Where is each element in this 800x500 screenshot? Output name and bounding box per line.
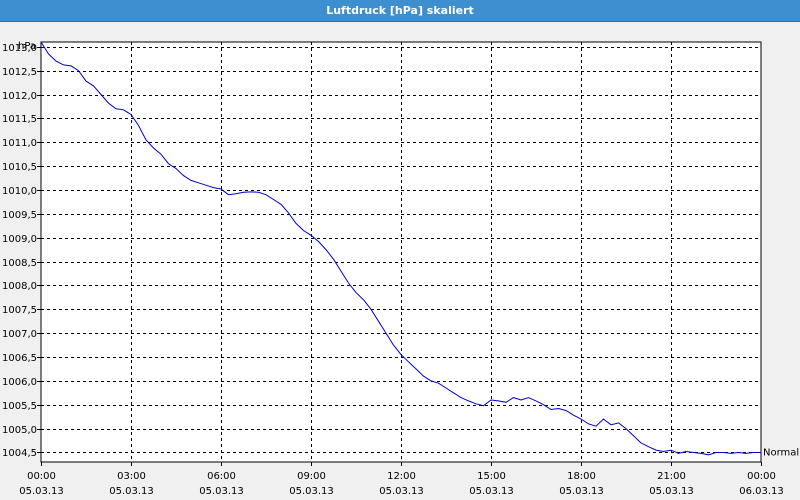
x-tick-time: 03:00 xyxy=(117,471,146,482)
x-tick-time: 18:00 xyxy=(567,471,596,482)
grid-lines xyxy=(37,42,762,466)
y-axis-labels: 1004,5 1005,0 1005,5 1006,0 1006,5 1007,0 1007… xyxy=(2,43,37,459)
y-tick-label: 1005,0 xyxy=(2,425,37,436)
y-tick-label: 1009,0 xyxy=(2,234,37,245)
x-tick-time: 21:00 xyxy=(657,471,686,482)
x-tick-date: 05.03.13 xyxy=(379,486,424,497)
x-tick-time: 15:00 xyxy=(477,471,506,482)
x-tick-date: 05.03.13 xyxy=(559,486,604,497)
y-tick-label: 1008,0 xyxy=(2,281,37,292)
x-tick-date: 05.03.13 xyxy=(469,486,514,497)
x-tick-time: 06:00 xyxy=(207,471,236,482)
series-label: Normal xyxy=(763,447,799,458)
series-line-normal xyxy=(40,41,761,456)
y-tick-label: 1011,0 xyxy=(2,138,37,149)
y-tick-label: 1009,5 xyxy=(2,210,37,221)
y-tick-label: 1007,0 xyxy=(2,329,37,340)
x-tick-time: 00:00 xyxy=(27,471,56,482)
x-tick-date: 05.03.13 xyxy=(289,486,334,497)
y-tick-label: 1005,5 xyxy=(2,401,37,412)
x-tick-time: 00:00 xyxy=(747,471,776,482)
x-tick-time: 09:00 xyxy=(297,471,326,482)
chart-title: Luftdruck [hPa] skaliert xyxy=(0,0,800,22)
y-tick-label: 1013,0 xyxy=(2,43,37,54)
y-tick-label: 1008,5 xyxy=(2,258,37,269)
y-tick-label: 1012,5 xyxy=(2,67,37,78)
x-tick-date: 05.03.13 xyxy=(649,486,694,497)
y-tick-label: 1007,5 xyxy=(2,305,37,316)
y-axis-unit: hPa xyxy=(18,41,36,52)
x-axis-labels: 00:00 05.03.13 03:00 05.03.13 06:00 05.03.13 0… xyxy=(19,471,784,497)
y-tick-label: 1011,5 xyxy=(2,114,37,125)
y-tick-label: 1010,0 xyxy=(2,186,37,197)
y-tick-label: 1006,5 xyxy=(2,353,37,364)
y-tick-label: 1004,5 xyxy=(2,448,37,459)
series-group: Normal xyxy=(40,41,799,458)
y-tick-label: 1010,5 xyxy=(2,162,37,173)
y-tick-label: 1012,0 xyxy=(2,91,37,102)
x-tick-date: 05.03.13 xyxy=(19,486,64,497)
x-tick-time: 12:00 xyxy=(387,471,416,482)
x-tick-date: 05.03.13 xyxy=(109,486,154,497)
x-tick-date: 06.03.13 xyxy=(739,486,784,497)
y-tick-label: 1006,0 xyxy=(2,377,37,388)
x-tick-date: 05.03.13 xyxy=(199,486,244,497)
